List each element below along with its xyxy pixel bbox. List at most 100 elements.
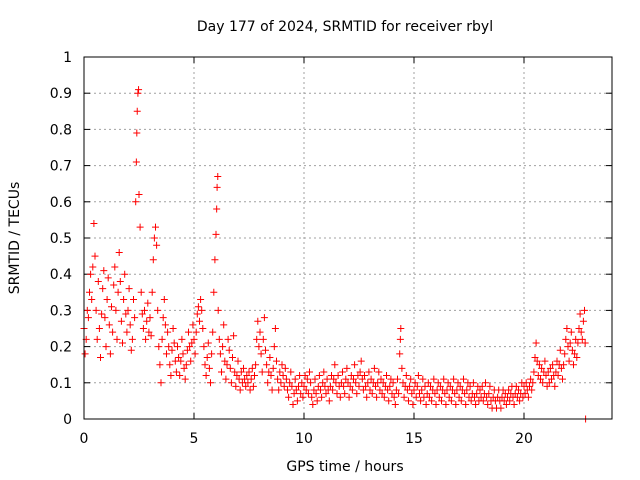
data-point [392,386,400,394]
data-point [233,372,241,380]
data-point [270,343,278,351]
data-point [115,248,123,256]
data-point [89,263,97,271]
data-point [307,379,315,387]
data-point [282,375,290,383]
data-point [336,393,344,401]
data-point [454,379,462,387]
data-point [479,397,487,405]
data-point [410,386,418,394]
data-point [560,361,568,369]
data-point [412,393,420,401]
data-point [472,401,480,409]
data-point [383,372,390,380]
data-point [581,339,589,347]
data-point [400,393,408,401]
data-point [92,306,100,314]
data-point [280,382,288,390]
data-point [183,346,191,354]
data-point [271,325,279,332]
data-point [355,382,363,390]
data-point [182,361,190,369]
data-point [247,375,255,383]
data-point [81,350,89,358]
data-point [245,368,253,376]
y-tick-label: 0.7 [50,159,72,175]
data-point [551,382,559,390]
data-point [126,321,134,329]
data-point [530,368,538,376]
data-point [106,350,114,358]
data-point [234,357,242,365]
data-point [157,379,165,387]
data-point [574,339,582,347]
data-point [414,372,422,380]
data-point [110,281,118,289]
x-axis-title: GPS time / hours [286,459,403,475]
data-point [394,375,401,383]
data-point [207,379,214,387]
data-point [469,379,477,387]
data-point [455,393,463,401]
data-point [113,335,121,343]
data-point [172,368,180,376]
data-point [278,361,286,369]
data-point [194,303,202,311]
data-point [90,220,98,228]
data-point [553,357,561,365]
data-point [91,252,99,260]
data-point [422,401,430,409]
data-point [155,343,163,351]
data-point [84,314,92,322]
plot-frame [83,56,613,420]
data-point [192,328,200,336]
data-point [354,372,362,380]
data-point [299,393,307,401]
data-point [385,397,393,405]
data-point [248,364,256,372]
data-point [286,379,294,387]
data-point [363,393,371,401]
data-point [258,368,266,376]
data-point [214,306,222,314]
data-point [467,397,475,405]
data-point [461,390,469,398]
data-point [221,357,229,365]
chart-title: Day 177 of 2024, SRMTID for receiver rby… [197,19,493,35]
data-point [486,382,494,390]
data-point [506,397,514,405]
data-point [436,382,444,390]
data-point [253,335,261,343]
y-tick-label: 0.6 [50,195,72,211]
data-point [237,368,245,376]
data-point [209,328,217,336]
data-point [166,361,174,369]
data-point [255,343,263,351]
y-axis-title: SRMTID / TECUs [7,182,23,295]
data-point [179,350,187,358]
data-point [403,386,411,394]
data-point [186,343,194,351]
data-point [100,267,108,275]
data-point [203,353,211,361]
data-point [210,288,218,296]
data-point [252,361,260,369]
data-point [361,372,368,380]
data-point [93,335,101,343]
data-point [240,364,247,372]
data-point [432,401,440,409]
data-point [244,379,252,387]
data-point [219,343,227,351]
data-point [456,382,464,390]
data-point [225,346,233,354]
data-point [208,350,216,358]
data-point [484,401,492,409]
data-point [230,332,238,340]
data-point [347,372,355,380]
data-point [577,328,585,336]
data-point [351,361,359,369]
data-point [199,325,207,332]
data-point [417,397,425,405]
data-point [334,372,342,380]
data-point [102,343,110,351]
